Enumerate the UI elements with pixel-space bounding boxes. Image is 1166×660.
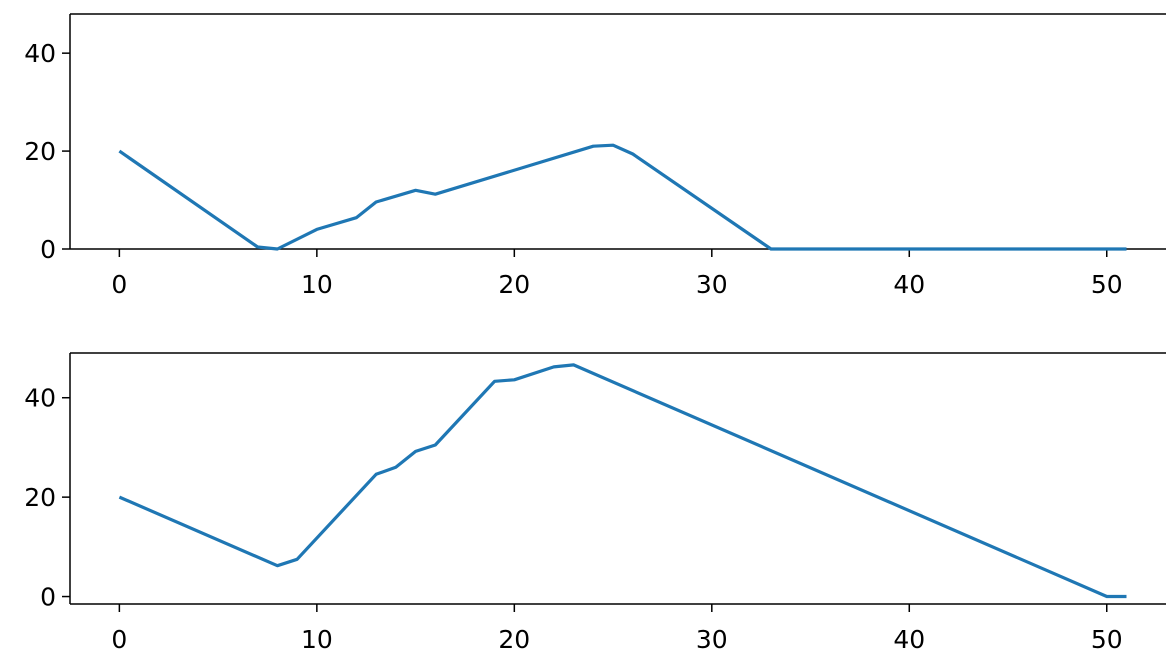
bottom-x-tick-label: 30 <box>696 625 728 654</box>
subplot-top: 0 10 20 30 40 50 0 20 40 <box>24 13 1166 299</box>
top-x-tick-label: 50 <box>1091 270 1123 299</box>
top-x-tick-label: 0 <box>111 270 127 299</box>
bottom-y-tick-label: 40 <box>24 384 56 413</box>
top-y-tick-label: 40 <box>24 39 56 68</box>
top-series-line <box>118 143 1127 251</box>
top-y-tick-label: 0 <box>40 235 56 264</box>
top-y-tick-label: 20 <box>24 137 56 166</box>
bottom-y-tick-label: 0 <box>40 583 56 612</box>
bottom-x-tick-label: 50 <box>1091 625 1123 654</box>
bottom-x-tick-label: 10 <box>301 625 333 654</box>
top-x-tick-label: 40 <box>893 270 925 299</box>
subplot-bottom: 0 10 20 30 40 50 0 20 40 <box>24 352 1166 654</box>
bottom-x-tick-label: 20 <box>498 625 530 654</box>
bottom-x-tick-label: 40 <box>893 625 925 654</box>
bottom-x-tick-label: 0 <box>111 625 127 654</box>
top-x-tick-label: 10 <box>301 270 333 299</box>
top-x-tick-label: 20 <box>498 270 530 299</box>
top-x-tick-label: 30 <box>696 270 728 299</box>
bottom-series-line <box>118 363 1127 599</box>
bottom-y-tick-label: 20 <box>24 483 56 512</box>
